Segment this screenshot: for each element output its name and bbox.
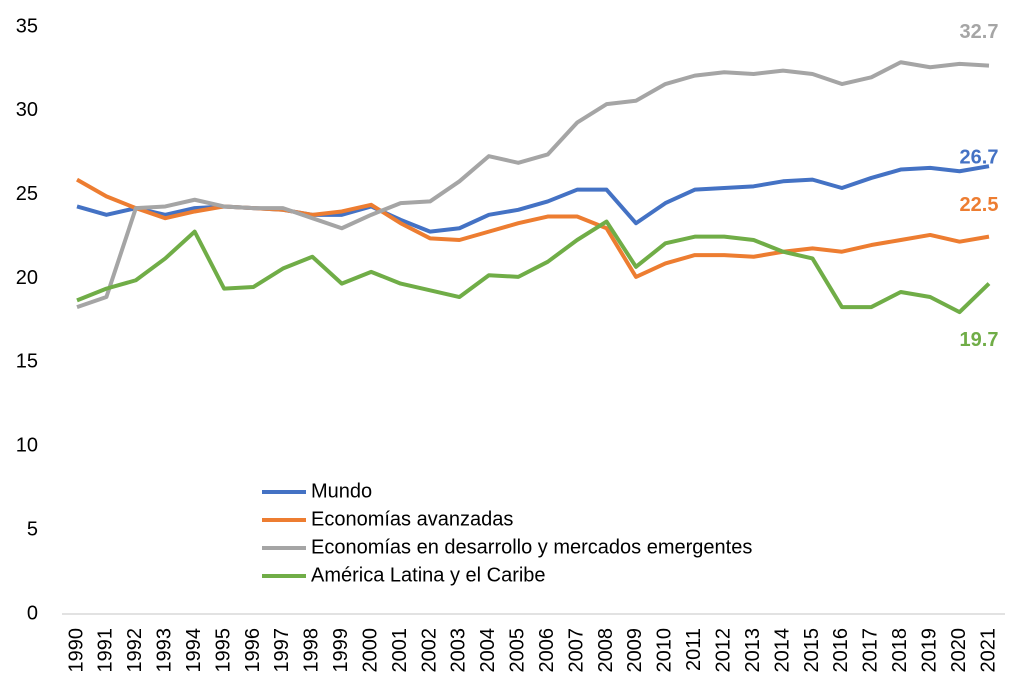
- y-tick-label: 20: [16, 267, 38, 289]
- end-label: 22.5: [960, 194, 999, 216]
- x-tick-label: 1993: [154, 628, 176, 673]
- x-tick-label: 2006: [536, 628, 558, 673]
- x-tick-label: 2015: [801, 628, 823, 673]
- x-tick-label: 2000: [359, 628, 381, 673]
- legend-label: Economías avanzadas: [311, 508, 513, 530]
- y-tick-label: 15: [16, 351, 38, 373]
- x-tick-label: 1991: [95, 628, 117, 673]
- x-tick-label: 2002: [418, 628, 440, 673]
- end-label: 32.7: [960, 21, 999, 43]
- y-tick-label: 30: [16, 99, 38, 121]
- y-tick-label: 0: [27, 602, 38, 624]
- x-tick-label: 2004: [477, 628, 499, 673]
- legend-label: Economías en desarrollo y mercados emerg…: [311, 536, 752, 558]
- x-tick-label: 1994: [183, 628, 205, 673]
- x-tick-label: 1997: [271, 628, 293, 673]
- y-tick-label: 5: [27, 518, 38, 540]
- x-tick-label: 2007: [565, 628, 587, 673]
- end-label: 26.7: [960, 146, 999, 168]
- x-tick-label: 2009: [624, 628, 646, 673]
- legend-label: Mundo: [311, 480, 372, 502]
- x-tick-label: 2020: [948, 628, 970, 673]
- x-tick-label: 2005: [507, 628, 529, 673]
- x-tick-label: 2010: [654, 628, 676, 673]
- x-tick-label: 1998: [301, 628, 323, 673]
- x-tick-label: 2014: [771, 628, 793, 673]
- y-tick-label: 35: [16, 15, 38, 37]
- x-tick-label: 2021: [977, 628, 999, 673]
- x-tick-label: 2008: [595, 628, 617, 673]
- x-tick-label: 2017: [860, 628, 882, 673]
- x-tick-label: 1992: [124, 628, 146, 673]
- x-tick-label: 1995: [212, 628, 234, 673]
- series-line: [76, 219, 991, 315]
- x-tick-label: 2011: [683, 628, 705, 671]
- legend-label: América Latina y el Caribe: [311, 564, 546, 586]
- x-tick-label: 1990: [65, 628, 87, 673]
- x-tick-label: 2001: [389, 628, 411, 673]
- series-line: [76, 60, 990, 309]
- series-line: [76, 177, 990, 279]
- end-label: 19.7: [960, 329, 999, 351]
- x-tick-label: 1999: [330, 628, 352, 673]
- x-tick-label: 2003: [448, 628, 470, 673]
- x-tick-label: 2019: [918, 628, 940, 673]
- y-tick-label: 10: [16, 435, 38, 457]
- x-tick-label: 2013: [742, 628, 764, 673]
- x-tick-label: 1996: [242, 628, 264, 673]
- y-tick-label: 25: [16, 183, 38, 205]
- x-tick-label: 2018: [889, 628, 911, 673]
- x-tick-label: 2016: [830, 628, 852, 673]
- x-tick-label: 2012: [713, 628, 735, 673]
